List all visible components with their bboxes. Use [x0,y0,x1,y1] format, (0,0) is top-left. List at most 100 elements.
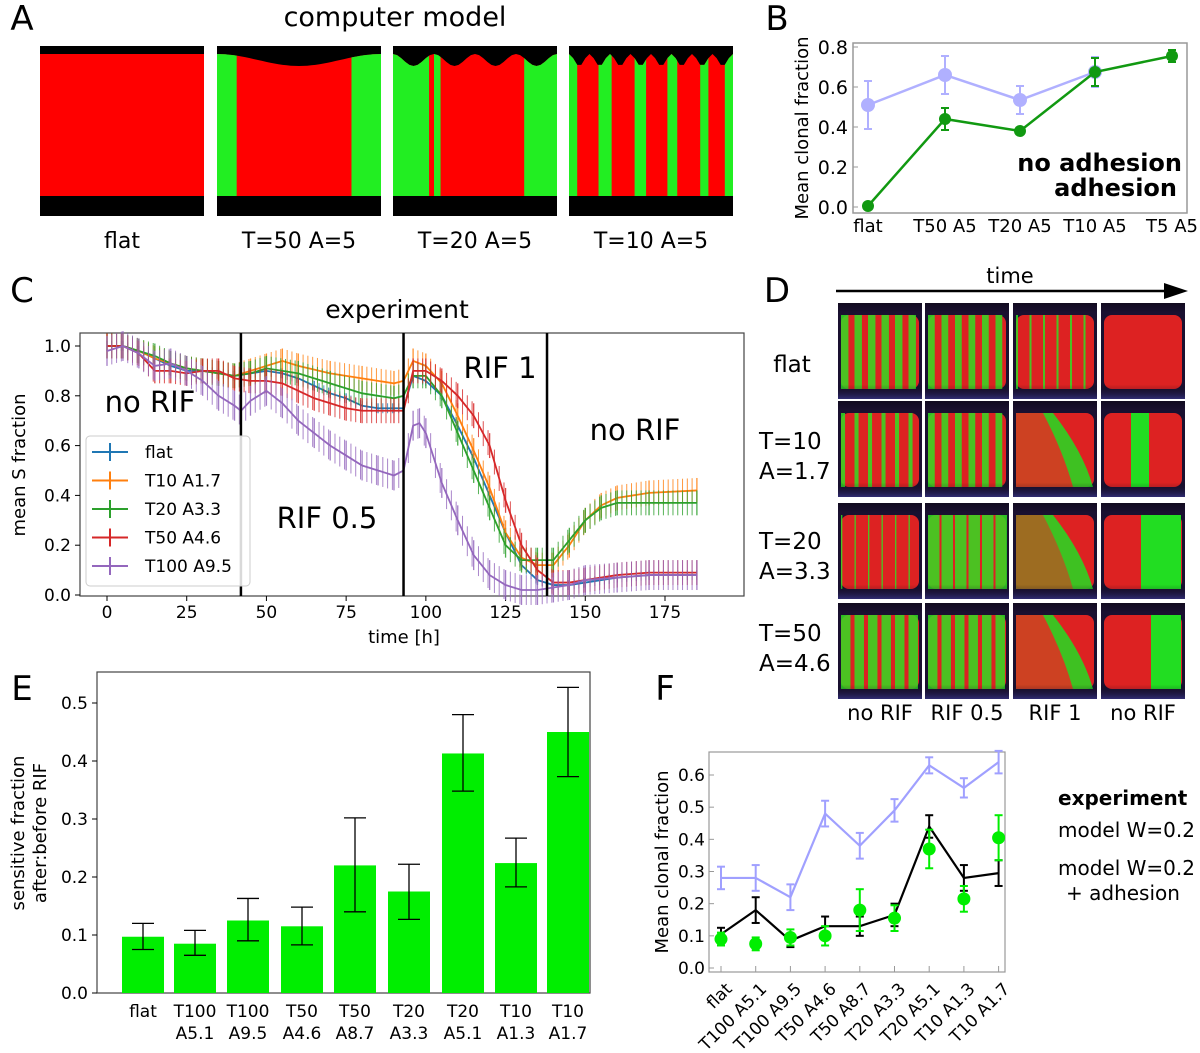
data-point [1089,66,1101,78]
data-point [939,113,951,125]
image-vignette [838,303,922,399]
series-line [106,345,697,591]
y-tick-label: 0.3 [678,863,705,883]
y-tick-label: 0.0 [61,984,88,1004]
column-label: RIF 0.5 [931,701,1004,725]
panel-c: experiment 0 25 50 75 100 125 150 175 0.0 0.2 0.4 0.… [9,295,745,648]
panel-letters: A B C D E F [10,0,790,709]
legend-label: T20 A3.3 [144,500,221,520]
x-tick-label: 75 [335,603,357,623]
y-tick-label: 1.0 [44,337,71,357]
phase-annotation: RIF 0.5 [277,501,378,535]
red-clone-region [40,54,204,196]
y-tick-label: 0.0 [678,959,705,979]
x-tick-label: A1.7 [549,1024,588,1044]
green-clone-region [598,54,612,196]
x-tick-label: T100 [226,1002,270,1022]
row-label: A=4.6 [759,651,831,677]
y-tick-label: 0.2 [818,157,848,179]
microscopy-image [838,401,922,497]
image-vignette [838,503,922,599]
y-tick-label: 0.6 [44,437,71,457]
panel-d: time no RIF RIF 0.5 RIF 1 no RIF flat T=10 A=1.… [758,264,1188,725]
data-point [957,892,971,906]
data-point [853,903,867,917]
green-clone-region [524,54,557,196]
microscopy-image [1013,401,1097,497]
image-vignette [925,401,1009,497]
green-clone-region [434,54,441,196]
y-tick-label: 0.0 [818,197,848,219]
data-point [714,932,728,946]
row-label: A=1.7 [759,459,831,485]
x-tick-label: 100 [410,603,442,623]
legend-box [85,435,251,587]
x-tick-label: flat [853,216,882,237]
row-label: A=3.3 [759,559,831,585]
chart-title: experiment [325,295,469,324]
image-label: T=50 A=5 [241,229,356,254]
y-tick-label: 0.1 [678,927,705,947]
green-clone-region [634,54,647,196]
y-tick-label: 0.8 [818,37,848,59]
data-point [938,68,952,82]
green-clone-region [667,54,678,196]
panel-letter: D [764,271,790,311]
y-tick-label: 0.5 [678,798,705,818]
legend-label: flat [145,443,173,463]
x-tick-label: T50 [285,1002,318,1022]
microscopy-image [838,503,922,599]
x-tick-label: A9.5 [229,1024,268,1044]
y-tick-label: 0.4 [678,830,705,850]
y-tick-label: 0.1 [61,926,88,946]
image-vignette [838,603,922,699]
y-axis-label: after:before RIF [30,763,51,903]
x-tick-label: T20 [392,1002,425,1022]
microscopy-image [1101,503,1185,599]
microscopy-image [838,603,922,699]
data-point [818,929,832,943]
microscopy-image [925,401,1009,497]
image-label: T=20 A=5 [417,229,532,254]
data-point [922,842,936,856]
row-label: T=10 [758,429,822,455]
y-axis-label: Mean clonal fraction [792,37,813,220]
x-tick-label: 150 [569,603,601,623]
x-tick-label: A8.7 [336,1024,375,1044]
data-point [992,831,1006,845]
x-tick-label: A5.1 [444,1024,483,1044]
panel-a: computer model flat T=50 A=5 T=20 A=5 T=10 A… [40,2,733,254]
data-point [888,911,901,925]
y-tick-label: 0.0 [44,586,71,606]
legend: experiment model W=0.2 model W=0.2 + adhesi… [1058,786,1195,905]
legend: flat T10 A1.7 T20 A3.3 T50 A4.6 T100 A9.5 [85,435,251,587]
plot-frame [79,332,745,597]
microscopy-image [1013,603,1097,699]
row-label: T=20 [758,529,822,555]
image-vignette [925,503,1009,599]
panel-letter: A [10,0,33,39]
series-line [867,70,1096,107]
image-vignette [1101,503,1185,599]
y-axis-label: Mean clonal fraction [652,771,673,954]
panel-b: 0.0 0.2 0.4 0.6 0.8 flat T50 A5 T20 A5 T10 A5 T5 … [792,37,1198,237]
series-line [721,761,1000,899]
x-tick-label: T5 A5 [1145,216,1198,237]
image-vignette [1013,303,1097,399]
phase-annotation: no RIF [590,413,681,447]
time-axis-label: time [986,264,1033,288]
legend-no-adhesion: no adhesion [1017,149,1182,177]
data-point [783,930,797,944]
green-clone-region [393,54,430,196]
microscopy-image [1101,603,1185,699]
microscopy-image [925,603,1009,699]
x-axis-label: time [h] [368,627,440,648]
x-tick-label: T10 A5 [1062,216,1126,237]
data-point [861,98,875,112]
y-tick-label: 0.6 [818,77,848,99]
green-clone-region [351,54,381,196]
image-vignette [1101,303,1185,399]
